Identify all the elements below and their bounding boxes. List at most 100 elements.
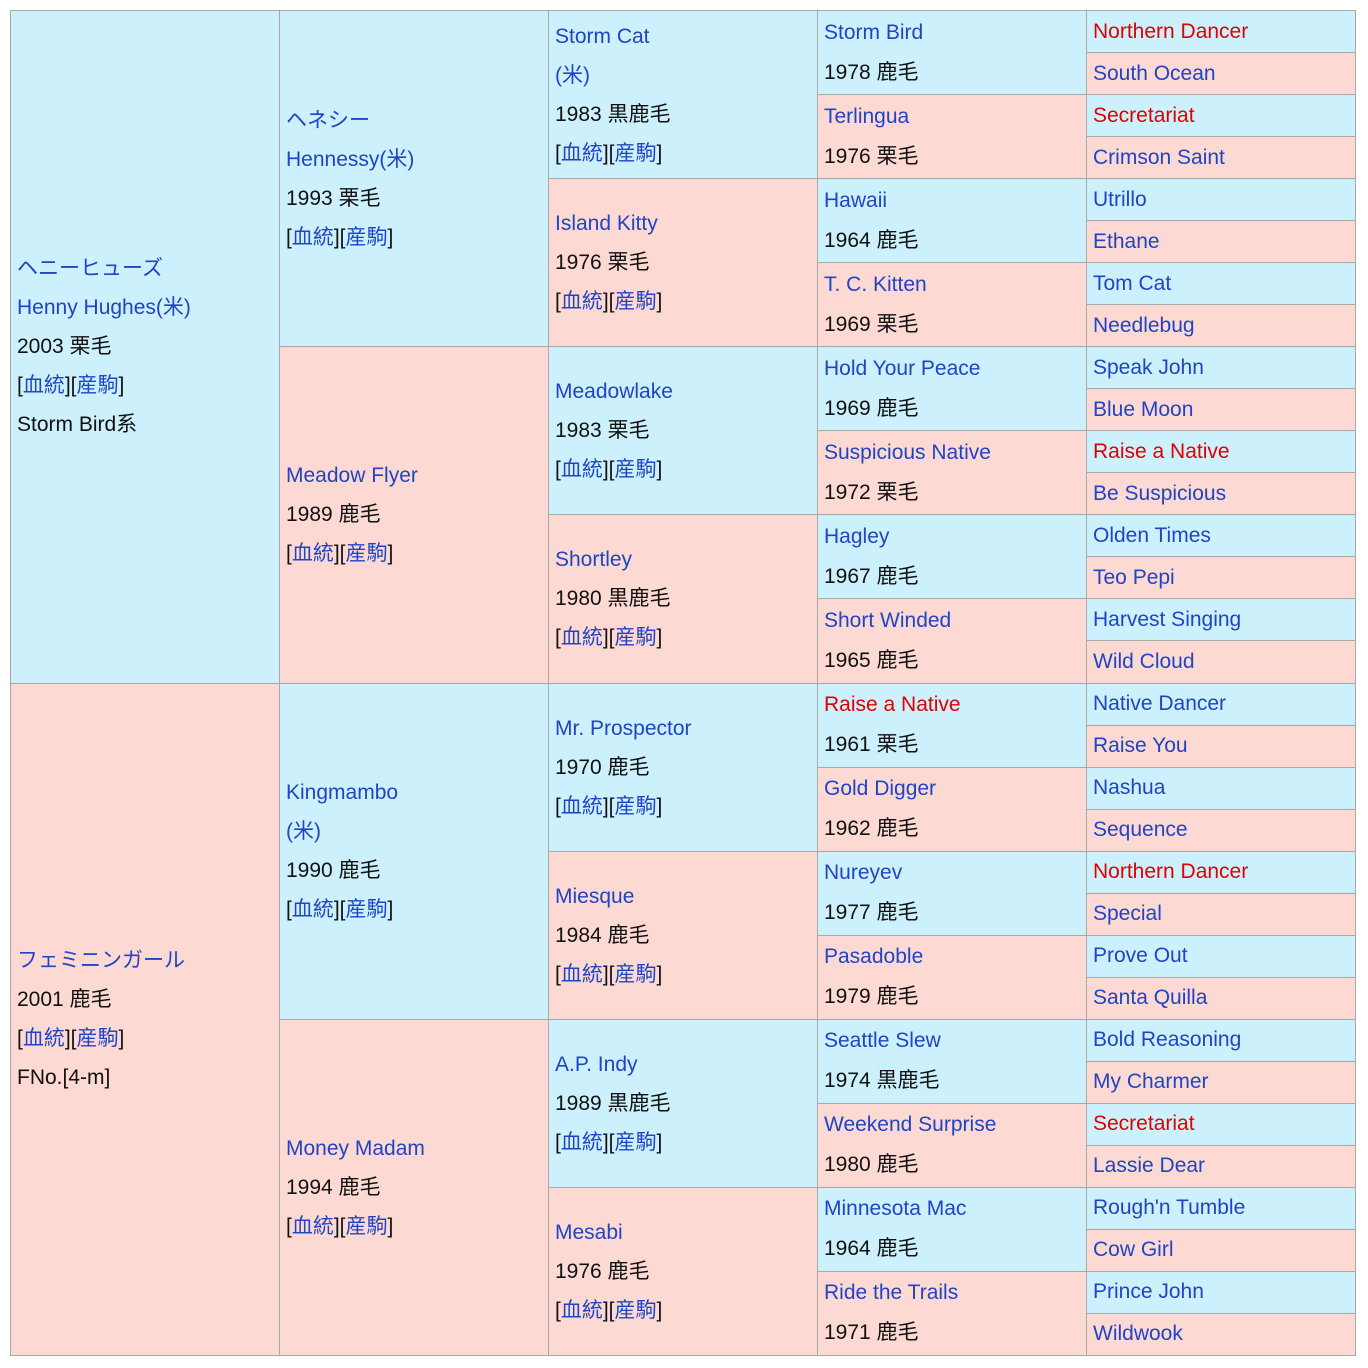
horse-name-link[interactable]: Hennessy(米) (286, 147, 415, 171)
link[interactable]: 産駒 (345, 898, 388, 922)
horse-name-link[interactable]: Nureyev (824, 861, 903, 885)
horse-name-link[interactable]: Terlingua (824, 104, 910, 128)
horse-name-link[interactable]: Native Dancer (1093, 692, 1227, 716)
horse-name-link[interactable]: A.P. Indy (555, 1052, 638, 1076)
link[interactable]: 血統 (560, 290, 603, 314)
link[interactable]: 産駒 (614, 458, 657, 482)
horse-name-link[interactable]: Lassie Dear (1093, 1154, 1206, 1178)
link[interactable]: 産駒 (614, 626, 657, 650)
link[interactable]: 血統 (22, 374, 65, 398)
horse-name-link[interactable]: Teo Pepi (1093, 565, 1175, 589)
horse-name-link[interactable]: Henny Hughes(米) (17, 296, 191, 320)
horse-name-link[interactable]: Be Suspicious (1093, 481, 1227, 505)
horse-name-link[interactable]: Shortley (555, 548, 633, 572)
link[interactable]: 血統 (560, 141, 603, 165)
horse-name-link[interactable]: Prince John (1093, 1280, 1204, 1304)
horse-name-link[interactable]: Raise a Native (1093, 439, 1230, 463)
horse-name-link[interactable]: Meadow Flyer (286, 464, 418, 488)
horse-name-link[interactable]: Special (1093, 902, 1162, 926)
horse-name-link[interactable]: (米) (555, 63, 590, 87)
horse-name-link[interactable]: Olden Times (1093, 523, 1211, 547)
horse-name-link[interactable]: Prove Out (1093, 944, 1188, 968)
horse-name-link[interactable]: Minnesota Mac (824, 1197, 967, 1221)
horse-name-link[interactable]: Island Kitty (555, 212, 658, 236)
horse-name-link[interactable]: Mesabi (555, 1220, 623, 1244)
horse-name-link[interactable]: Harvest Singing (1093, 607, 1242, 631)
horse-name-link[interactable]: Seattle Slew (824, 1029, 941, 1053)
horse-name-link[interactable]: Ethane (1093, 229, 1160, 253)
name-line: Bold Reasoning (1093, 1020, 1355, 1060)
horse-name-link[interactable]: Secretariat (1093, 1112, 1195, 1136)
link[interactable]: 産駒 (614, 141, 657, 165)
horse-name-link[interactable]: My Charmer (1093, 1070, 1209, 1094)
link[interactable]: 血統 (560, 1130, 603, 1154)
link[interactable]: 血統 (560, 794, 603, 818)
horse-name-link[interactable]: Sequence (1093, 818, 1188, 842)
horse-name-link[interactable]: Secretariat (1093, 103, 1195, 127)
link[interactable]: 産駒 (76, 374, 119, 398)
horse-name-link[interactable]: Meadowlake (555, 380, 673, 404)
horse-name-link[interactable]: Pasadoble (824, 945, 924, 969)
horse-name-link[interactable]: Speak John (1093, 355, 1204, 379)
horse-name-link[interactable]: Crimson Saint (1093, 145, 1225, 169)
horse-name-link[interactable]: ヘニーヒューズ (17, 257, 163, 281)
horse-name-link[interactable]: Hold Your Peace (824, 356, 981, 380)
horse-name-link[interactable]: フェミニンガール (17, 949, 185, 973)
horse-name-link[interactable]: Short Winded (824, 608, 952, 632)
horse-name-link[interactable]: ヘネシー (286, 108, 370, 132)
horse-name-link[interactable]: Storm Cat (555, 24, 650, 48)
horse-name-link[interactable]: Hagley (824, 524, 890, 548)
link[interactable]: 産駒 (614, 1130, 657, 1154)
horse-name-link[interactable]: Ride the Trails (824, 1281, 959, 1305)
horse-name-link[interactable]: Raise a Native (824, 693, 961, 717)
horse-name-link[interactable]: Wild Cloud (1093, 649, 1195, 673)
horse-name-link[interactable]: Storm Bird (824, 20, 924, 44)
horse-name-link[interactable]: Rough'n Tumble (1093, 1196, 1246, 1220)
horse-name-link[interactable]: Tom Cat (1093, 271, 1172, 295)
link[interactable]: 血統 (22, 1027, 65, 1051)
horse-name-link[interactable]: (米) (286, 820, 321, 844)
horse-name-link[interactable]: Suspicious Native (824, 440, 991, 464)
link[interactable]: 血統 (291, 898, 334, 922)
horse-name-link[interactable]: Kingmambo (286, 781, 399, 805)
horse-name-link[interactable]: Weekend Surprise (824, 1113, 997, 1137)
link[interactable]: 血統 (291, 225, 334, 249)
horse-name-link[interactable]: Hawaii (824, 188, 888, 212)
horse-name-link[interactable]: South Ocean (1093, 61, 1216, 85)
horse-name-link[interactable]: Mr. Prospector (555, 716, 692, 740)
horse-name-link[interactable]: Needlebug (1093, 313, 1195, 337)
link[interactable]: 産駒 (614, 1298, 657, 1322)
horse-name-link[interactable]: Blue Moon (1093, 397, 1194, 421)
horse-name-link[interactable]: Cow Girl (1093, 1238, 1174, 1262)
name-line: Shortley (555, 540, 817, 579)
bracket: [ (555, 458, 561, 482)
horse-name-link[interactable]: Gold Digger (824, 777, 937, 801)
link[interactable]: 産駒 (614, 290, 657, 314)
horse-name-link[interactable]: Nashua (1093, 776, 1166, 800)
link[interactable]: 産駒 (345, 542, 388, 566)
link[interactable]: 産駒 (345, 225, 388, 249)
horse-name-link[interactable]: Utrillo (1093, 187, 1147, 211)
horse-name-link[interactable]: Raise You (1093, 734, 1188, 758)
horse-name-link[interactable]: T. C. Kitten (824, 272, 927, 296)
link[interactable]: 血統 (560, 458, 603, 482)
horse-name-link[interactable]: Santa Quilla (1093, 986, 1208, 1010)
pedigree-cell: Secretariat (1086, 94, 1356, 138)
horse-name-link[interactable]: Northern Dancer (1093, 19, 1249, 43)
horse-name-link[interactable]: Money Madam (286, 1136, 425, 1160)
horse-name-link[interactable]: Wildwook (1093, 1322, 1183, 1346)
link[interactable]: 産駒 (76, 1027, 119, 1051)
bracket: ] (387, 1214, 394, 1238)
horse-name-link[interactable]: Northern Dancer (1093, 860, 1249, 884)
link[interactable]: 産駒 (614, 794, 657, 818)
link[interactable]: 血統 (291, 542, 334, 566)
link[interactable]: 血統 (291, 1214, 334, 1238)
link[interactable]: 血統 (560, 626, 603, 650)
link[interactable]: 産駒 (345, 1214, 388, 1238)
horse-name-link[interactable]: Miesque (555, 884, 635, 908)
link[interactable]: 血統 (560, 1298, 603, 1322)
horse-name-link[interactable]: Bold Reasoning (1093, 1028, 1242, 1052)
name-line: Terlingua (824, 97, 1086, 137)
link[interactable]: 血統 (560, 962, 603, 986)
link[interactable]: 産駒 (614, 962, 657, 986)
